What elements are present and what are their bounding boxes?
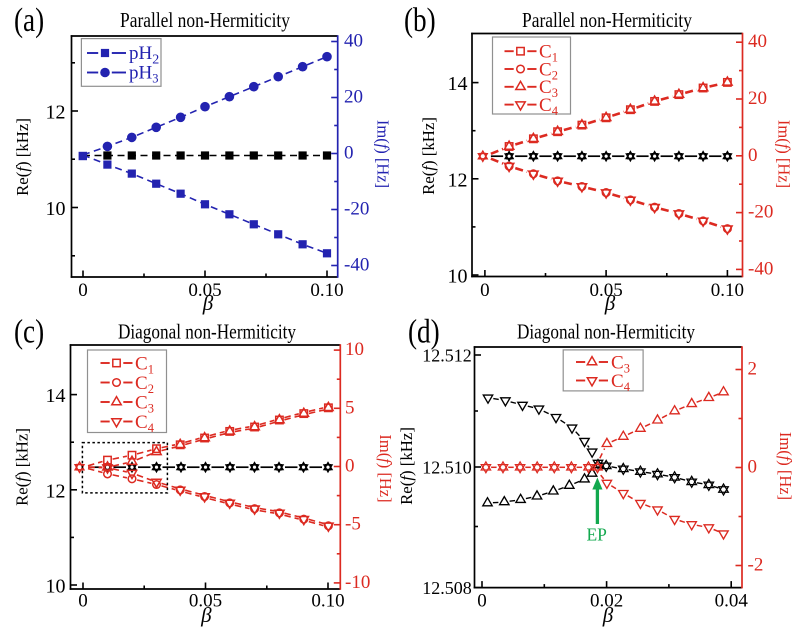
svg-text:Parallel non-Hermiticity: Parallel non-Hermiticity — [120, 8, 290, 32]
svg-text:0.02: 0.02 — [590, 590, 623, 611]
svg-text:0.10: 0.10 — [310, 280, 343, 301]
svg-text:12: 12 — [46, 480, 66, 502]
svg-text:0.10: 0.10 — [311, 590, 344, 611]
svg-text:Im(f) [Hz]: Im(f) [Hz] — [376, 434, 395, 502]
svg-text:5: 5 — [345, 397, 355, 418]
svg-text:12.512: 12.512 — [422, 346, 472, 366]
svg-text:-40: -40 — [748, 258, 773, 279]
svg-text:-20: -20 — [748, 202, 773, 223]
svg-text:0.04: 0.04 — [715, 590, 749, 611]
svg-text:0: 0 — [477, 590, 487, 611]
svg-text:2: 2 — [748, 359, 758, 380]
svg-text:10: 10 — [46, 198, 66, 220]
svg-text:0: 0 — [345, 456, 355, 477]
svg-text:0: 0 — [344, 143, 354, 164]
svg-text:20: 20 — [344, 87, 363, 108]
svg-text:40: 40 — [748, 31, 767, 52]
svg-text:-5: -5 — [345, 514, 361, 535]
svg-text:(b): (b) — [404, 1, 436, 39]
svg-text:0.10: 0.10 — [711, 280, 744, 301]
svg-text:-40: -40 — [344, 255, 369, 276]
svg-text:12: 12 — [46, 102, 66, 124]
svg-text:0: 0 — [748, 457, 758, 478]
svg-text:14: 14 — [448, 73, 468, 95]
svg-text:12.508: 12.508 — [422, 578, 472, 598]
svg-text:(a): (a) — [14, 1, 44, 39]
svg-text:β: β — [602, 603, 614, 627]
svg-text:-10: -10 — [345, 572, 370, 593]
svg-text:(c): (c) — [14, 312, 44, 350]
svg-text:0: 0 — [78, 280, 88, 301]
svg-text:Im(f) [Hz]: Im(f) [Hz] — [776, 432, 795, 500]
svg-text:Re(f) [kHz]: Re(f) [kHz] — [13, 428, 32, 506]
svg-text:Parallel non-Hermiticity: Parallel non-Hermiticity — [522, 8, 692, 32]
svg-text:10: 10 — [448, 266, 468, 288]
svg-text:Im(f) [Hz]: Im(f) [Hz] — [374, 120, 393, 188]
svg-text:β: β — [200, 603, 212, 627]
svg-text:pH3: pH3 — [129, 63, 158, 86]
svg-text:10: 10 — [345, 339, 364, 360]
svg-text:0: 0 — [748, 145, 758, 166]
svg-text:Diagonal non-Hermiticity: Diagonal non-Hermiticity — [118, 320, 296, 344]
svg-text:10: 10 — [46, 576, 66, 598]
svg-text:14: 14 — [46, 385, 66, 407]
svg-text:12.510: 12.510 — [422, 458, 472, 478]
svg-text:β: β — [202, 291, 214, 315]
svg-text:12: 12 — [448, 169, 468, 191]
svg-text:(d): (d) — [408, 312, 440, 350]
svg-text:Re(f) [kHz]: Re(f) [kHz] — [13, 118, 32, 196]
svg-text:40: 40 — [344, 31, 363, 52]
svg-text:-2: -2 — [748, 555, 764, 576]
svg-text:0: 0 — [480, 280, 490, 301]
svg-text:EP: EP — [586, 525, 607, 545]
svg-text:Re(f) [kHz]: Re(f) [kHz] — [397, 427, 416, 505]
svg-text:0.05: 0.05 — [189, 590, 222, 611]
svg-text:-20: -20 — [344, 199, 369, 220]
svg-text:β: β — [604, 291, 616, 315]
svg-text:0.05: 0.05 — [188, 280, 221, 301]
svg-text:Diagonal non-Hermiticity: Diagonal non-Hermiticity — [517, 320, 695, 344]
svg-text:20: 20 — [748, 88, 767, 109]
svg-text:0.05: 0.05 — [589, 280, 622, 301]
svg-text:Im(f) [Hz]: Im(f) [Hz] — [775, 120, 794, 188]
svg-text:Re(f) [kHz]: Re(f) [kHz] — [419, 117, 438, 195]
svg-text:0: 0 — [78, 590, 88, 611]
